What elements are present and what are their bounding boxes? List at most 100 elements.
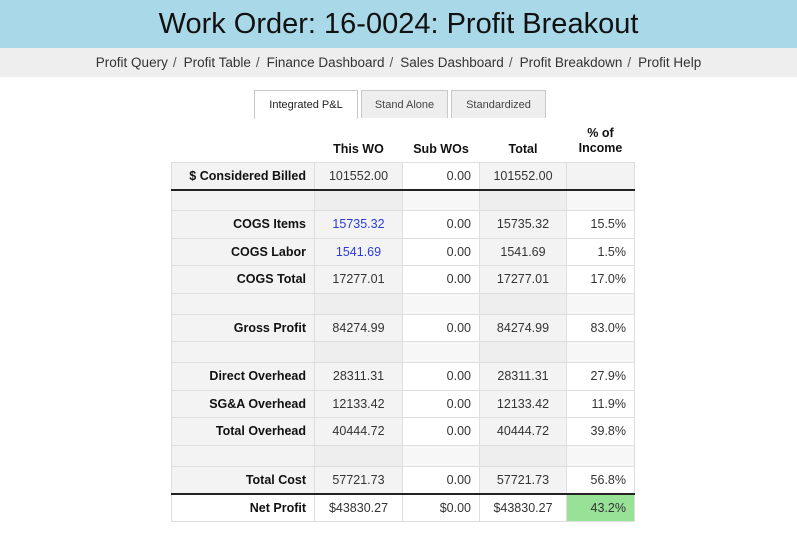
row-label: Direct Overhead — [171, 362, 315, 391]
spacer-cell — [314, 341, 403, 363]
spacer-cell — [171, 444, 315, 467]
cell-total: 57721.73 — [479, 465, 567, 494]
spacer-cell — [479, 341, 567, 363]
header-pct-line1: % of — [587, 125, 614, 140]
spacer-row — [171, 341, 635, 363]
cell-total: 28311.31 — [479, 362, 567, 391]
spacer-cell — [402, 444, 480, 467]
row-label: COGS Total — [171, 265, 315, 294]
spacer-row — [171, 189, 635, 211]
row-label: Total Overhead — [171, 417, 315, 446]
cell-pct: 39.8% — [566, 417, 635, 446]
nav-finance-dashboard[interactable]: Finance Dashboard — [266, 55, 385, 70]
row-label: Total Cost — [171, 465, 315, 494]
row-cogs-total: COGS Total 17277.01 0.00 17277.01 17.0% — [171, 265, 635, 294]
spacer-cell — [171, 189, 315, 211]
cell-pct: 83.0% — [566, 313, 635, 342]
row-label: COGS Labor — [171, 237, 315, 266]
cell-sub-wos: 0.00 — [402, 313, 480, 342]
cell-sub-wos: 0.00 — [402, 210, 480, 239]
spacer-cell — [402, 341, 480, 363]
header-pct-income: % of Income — [567, 119, 635, 162]
spacer-cell — [402, 189, 480, 211]
row-label: Gross Profit — [171, 313, 315, 342]
nav-separator: / — [172, 55, 177, 70]
cell-pct: 56.8% — [566, 465, 635, 494]
row-gross-profit: Gross Profit 84274.99 0.00 84274.99 83.0… — [171, 313, 635, 342]
profit-table: This WO Sub WOs Total % of Income $ Cons… — [171, 119, 635, 522]
tab-integrated-pl[interactable]: Integrated P&L — [254, 90, 358, 119]
row-considered-billed: $ Considered Billed 101552.00 0.00 10155… — [171, 161, 635, 191]
spacer-cell — [479, 292, 567, 315]
cell-sub-wos: $0.00 — [402, 492, 480, 522]
nav-profit-query[interactable]: Profit Query — [95, 55, 168, 70]
nav-profit-breakdown[interactable]: Profit Breakdown — [519, 55, 623, 70]
cell-this-wo: 101552.00 — [314, 161, 403, 191]
row-label: SG&A Overhead — [171, 389, 315, 418]
spacer-cell — [314, 292, 403, 315]
cell-total: 84274.99 — [479, 313, 567, 342]
cell-pct: 17.0% — [566, 265, 635, 294]
spacer-cell — [171, 292, 315, 315]
spacer-cell — [171, 341, 315, 363]
spacer-cell — [314, 444, 403, 467]
spacer-cell — [314, 189, 403, 211]
cell-pct: 1.5% — [566, 237, 635, 266]
cell-pct: 27.9% — [566, 362, 635, 391]
tab-stand-alone[interactable]: Stand Alone — [361, 90, 448, 118]
header-this-wo: This WO — [333, 141, 384, 156]
row-label: $ Considered Billed — [171, 161, 315, 191]
cell-sub-wos: 0.00 — [402, 389, 480, 418]
nav-profit-table[interactable]: Profit Table — [183, 55, 251, 70]
row-cogs-items: COGS Items 15735.32 0.00 15735.32 15.5% — [171, 210, 635, 239]
row-label: Net Profit — [171, 492, 315, 522]
cell-this-wo: 1541.69 — [314, 237, 403, 266]
tab-standardized[interactable]: Standardized — [451, 90, 546, 118]
row-sga-overhead: SG&A Overhead 12133.42 0.00 12133.42 11.… — [171, 389, 635, 418]
spacer-row — [171, 444, 635, 467]
title-bar: Work Order: 16-0024: Profit Breakout — [0, 0, 797, 48]
cell-sub-wos: 0.00 — [402, 362, 480, 391]
cell-total: 1541.69 — [479, 237, 567, 266]
cogs-labor-link[interactable]: 1541.69 — [335, 244, 382, 259]
cell-total: 40444.72 — [479, 417, 567, 446]
cell-sub-wos: 0.00 — [402, 465, 480, 494]
cell-this-wo: $43830.27 — [314, 492, 403, 522]
cell-total: 17277.01 — [479, 265, 567, 294]
cell-total: 101552.00 — [479, 161, 567, 191]
cell-sub-wos: 0.00 — [402, 161, 480, 191]
view-tabs: Integrated P&L Stand Alone Standardized — [254, 90, 546, 119]
spacer-cell — [566, 189, 635, 211]
header-total: Total — [508, 141, 538, 156]
cell-this-wo: 84274.99 — [314, 313, 403, 342]
nav-separator: / — [389, 55, 394, 70]
header-sub-wos: Sub WOs — [413, 141, 469, 156]
cell-this-wo: 28311.31 — [314, 362, 403, 391]
table-header-row: This WO Sub WOs Total % of Income — [172, 119, 635, 162]
cogs-items-link[interactable]: 15735.32 — [332, 217, 385, 232]
cell-this-wo: 17277.01 — [314, 265, 403, 294]
cell-total: $43830.27 — [479, 492, 567, 522]
cell-pct: 11.9% — [566, 389, 635, 418]
nav-separator: / — [255, 55, 260, 70]
header-pct-line2: Income — [578, 140, 623, 155]
cell-total: 12133.42 — [479, 389, 567, 418]
header-label-cell — [172, 119, 315, 162]
spacer-cell — [566, 341, 635, 363]
page-title: Work Order: 16-0024: Profit Breakout — [158, 7, 639, 40]
spacer-cell — [479, 444, 567, 467]
row-cogs-labor: COGS Labor 1541.69 0.00 1541.69 1.5% — [171, 237, 635, 266]
nav-separator: / — [508, 55, 513, 70]
cell-sub-wos: 0.00 — [402, 265, 480, 294]
spacer-cell — [566, 292, 635, 315]
cell-this-wo: 57721.73 — [314, 465, 403, 494]
row-total-overhead: Total Overhead 40444.72 0.00 40444.72 39… — [171, 417, 635, 446]
spacer-cell — [479, 189, 567, 211]
cell-this-wo: 12133.42 — [314, 389, 403, 418]
nav-profit-help[interactable]: Profit Help — [638, 55, 702, 70]
spacer-row — [171, 292, 635, 315]
cell-sub-wos: 0.00 — [402, 237, 480, 266]
nav-sales-dashboard[interactable]: Sales Dashboard — [400, 55, 504, 70]
cell-this-wo: 40444.72 — [314, 417, 403, 446]
nav-separator: / — [627, 55, 632, 70]
